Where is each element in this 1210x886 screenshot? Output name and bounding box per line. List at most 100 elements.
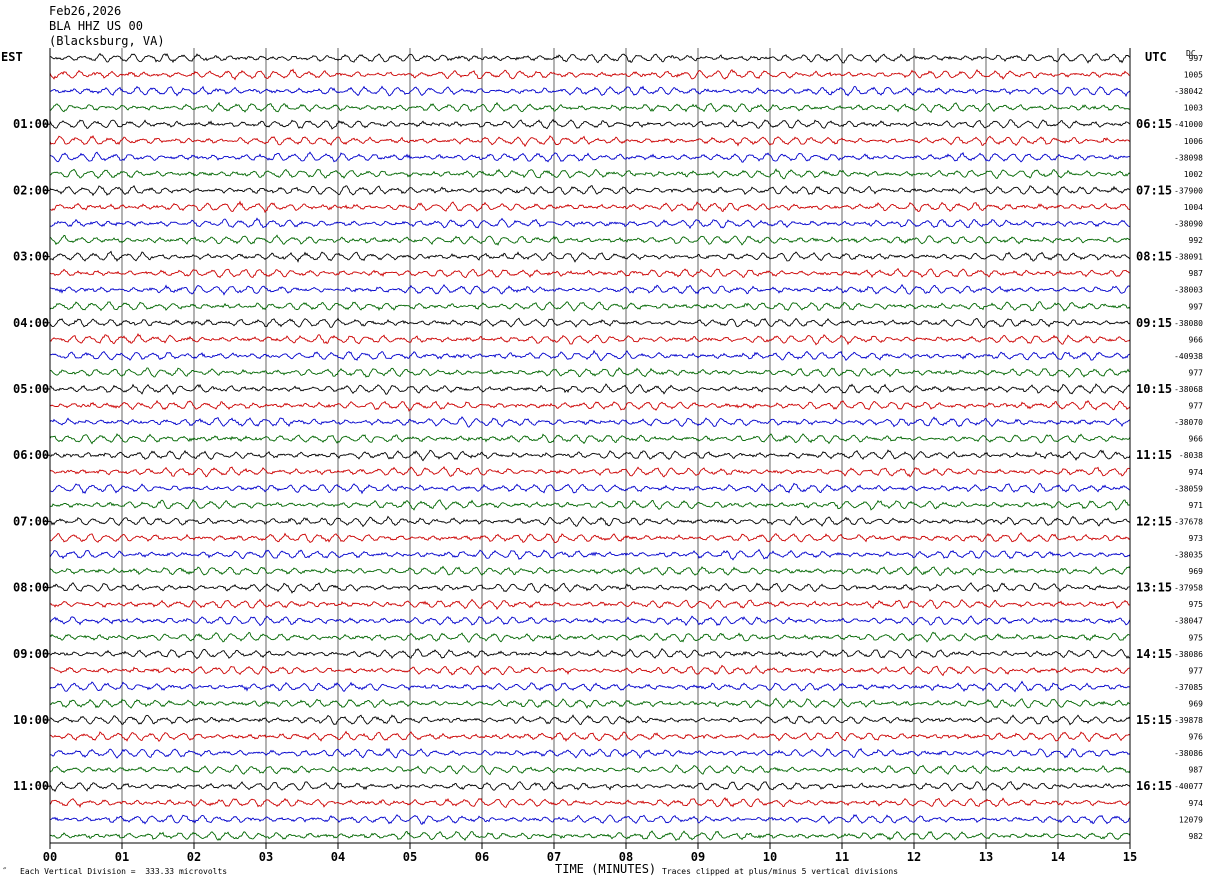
x-tick-label: 05: [403, 850, 417, 864]
trace-dc-offset: 1006: [1184, 137, 1203, 146]
seismogram-trace: [49, 631, 1131, 643]
seismogram-trace: [49, 830, 1131, 842]
x-tick-label: 06: [475, 850, 489, 864]
trace-dc-offset: 966: [1189, 435, 1204, 444]
seismogram-trace: [49, 714, 1131, 726]
x-tick-label: 01: [115, 850, 129, 864]
trace-dc-offset: -37678: [1174, 517, 1203, 526]
trace-dc-offset: -38086: [1174, 749, 1203, 758]
trace-dc-offset: 12079: [1179, 815, 1203, 824]
seismogram-trace: [49, 217, 1131, 230]
seismogram-trace: [49, 367, 1131, 378]
seismogram-trace: [49, 416, 1131, 428]
axis-labels: 9971005-380421003-410001006-380981002-37…: [13, 54, 1203, 864]
trace-dc-offset: 976: [1189, 733, 1204, 742]
seismogram-trace: [49, 498, 1131, 511]
trace-dc-offset: -37958: [1174, 584, 1203, 593]
left-hour-label: 04:00: [13, 316, 49, 330]
scale-mark: ″: [2, 867, 8, 877]
seismogram-trace: [49, 168, 1131, 180]
x-axis-title: TIME (MINUTES): [555, 862, 657, 876]
x-tick-label: 11: [835, 850, 849, 864]
seismogram-trace: [49, 664, 1131, 677]
seismogram-trace: [50, 85, 1131, 98]
trace-dc-offset: 974: [1189, 468, 1204, 477]
x-tick-label: 15: [1123, 850, 1137, 864]
right-hour-label: 08:15: [1136, 250, 1172, 264]
seismogram-trace: [49, 151, 1131, 163]
x-tick-label: 04: [331, 850, 345, 864]
trace-dc-offset: -38091: [1174, 253, 1203, 262]
right-hour-label: 16:15: [1136, 779, 1172, 793]
x-tick-label: 10: [763, 850, 777, 864]
seismogram-trace: [49, 747, 1131, 759]
seismogram-trace: [49, 598, 1131, 610]
seismogram-trace: [49, 814, 1131, 825]
dc-label: DC: [1186, 49, 1196, 58]
seismogram-trace: [49, 582, 1131, 594]
trace-dc-offset: -38086: [1174, 650, 1203, 659]
x-tick-label: 12: [907, 850, 921, 864]
plot-frame: [49, 48, 1131, 849]
trace-dc-offset: -38090: [1174, 220, 1203, 229]
seismogram-trace: [49, 317, 1131, 329]
trace-dc-offset: -40938: [1174, 352, 1203, 361]
seismogram-trace: [49, 680, 1131, 693]
seismogram-trace: [49, 565, 1131, 577]
seismogram-trace: [49, 730, 1131, 743]
x-tick-label: 08: [619, 850, 633, 864]
trace-dc-offset: 997: [1189, 302, 1204, 311]
seismogram-trace: [49, 482, 1131, 495]
trace-dc-offset: -38068: [1174, 385, 1203, 394]
header-location: (Blacksburg, VA): [49, 34, 165, 48]
seismogram-trace: [49, 465, 1131, 478]
seismogram-trace: [49, 383, 1131, 396]
trace-dc-offset: 997: [1189, 54, 1204, 63]
seismogram-trace: [49, 399, 1131, 412]
trace-dc-offset: 992: [1189, 236, 1204, 245]
seismogram-trace: [49, 301, 1131, 312]
scale-note: Each Vertical Division = 333.33 microvol…: [20, 867, 228, 876]
trace-dc-offset: 974: [1189, 799, 1204, 808]
right-hour-label: 06:15: [1136, 117, 1172, 131]
seismogram-trace: [49, 185, 1131, 197]
seismogram-trace: [49, 200, 1131, 214]
trace-dc-offset: 987: [1189, 269, 1204, 278]
trace-dc-offset: 975: [1189, 633, 1204, 642]
trace-dc-offset: -8038: [1179, 451, 1203, 460]
trace-dc-offset: -38070: [1174, 418, 1203, 427]
trace-dc-offset: 987: [1189, 766, 1204, 775]
right-hour-label: 10:15: [1136, 382, 1172, 396]
right-hour-label: 07:15: [1136, 183, 1172, 197]
trace-dc-offset: 1004: [1184, 203, 1203, 212]
right-hour-label: 11:15: [1136, 448, 1172, 462]
x-tick-label: 07: [547, 850, 561, 864]
left-hour-label: 05:00: [13, 382, 49, 396]
right-hour-label: 12:15: [1136, 514, 1172, 528]
right-hour-label: 13:15: [1136, 581, 1172, 595]
trace-dc-offset: -38098: [1174, 153, 1203, 162]
seismogram-trace: [49, 697, 1131, 709]
minute-grid: [121, 48, 1059, 843]
seismogram-trace: [49, 101, 1131, 114]
left-hour-label: 08:00: [13, 581, 49, 595]
left-hour-label: 06:00: [13, 448, 49, 462]
seismogram-trace: [49, 234, 1131, 246]
trace-dc-offset: 1003: [1184, 104, 1203, 113]
right-hour-label: 14:15: [1136, 647, 1172, 661]
x-tick-label: 00: [43, 850, 57, 864]
seismogram-trace: [49, 267, 1131, 279]
x-tick-label: 03: [259, 850, 273, 864]
trace-dc-offset: 977: [1189, 666, 1204, 675]
seismogram-trace: [49, 532, 1131, 544]
left-hour-label: 01:00: [13, 117, 49, 131]
right-hour-label: 15:15: [1136, 713, 1172, 727]
seismogram-trace: [49, 333, 1131, 346]
trace-dc-offset: -40077: [1174, 782, 1203, 791]
right-hour-label: 09:15: [1136, 316, 1172, 330]
left-hour-label: 10:00: [13, 713, 49, 727]
seismogram-trace: [49, 781, 1131, 793]
seismogram-trace: [49, 648, 1131, 660]
seismogram-trace: [49, 250, 1131, 263]
trace-dc-offset: 975: [1189, 600, 1204, 609]
